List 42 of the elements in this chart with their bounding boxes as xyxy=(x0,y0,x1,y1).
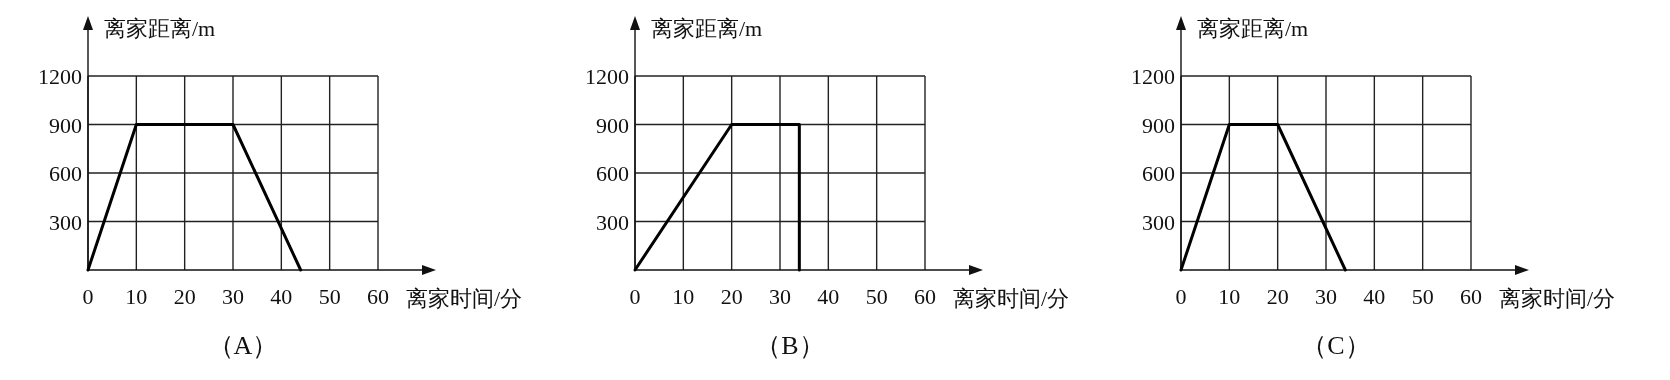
y-axis-title: 离家距离/m xyxy=(1197,16,1309,41)
x-tick-label: 40 xyxy=(270,284,293,309)
y-axis-title: 离家距离/m xyxy=(651,16,763,41)
y-tick-label: 300 xyxy=(596,209,629,235)
x-tick-label: 50 xyxy=(865,284,888,309)
text: （B） xyxy=(755,331,825,360)
x-tick-label: 50 xyxy=(1411,284,1434,309)
x-tick-label: 0 xyxy=(82,284,94,309)
x-tick-label: 30 xyxy=(769,284,791,309)
x-tick-label: 0 xyxy=(629,284,641,309)
x-tick-label: 20 xyxy=(173,284,196,309)
x-tick-label: 10 xyxy=(125,284,148,309)
y-tick-label: 900 xyxy=(49,112,82,138)
y-tick-label: 900 xyxy=(1142,112,1175,138)
y-tick-label: 1200 xyxy=(38,64,82,89)
x-tick-label: 0 xyxy=(1175,284,1187,309)
y-tick-label: 600 xyxy=(49,161,82,186)
x-tick-label: 40 xyxy=(1363,284,1386,309)
x-tick-label: 60 xyxy=(1460,284,1482,309)
text: （C） xyxy=(1301,331,1371,360)
x-tick-label: 50 xyxy=(318,284,341,309)
x-tick-label: 60 xyxy=(914,284,936,309)
y-axis-title: 离家距离/m xyxy=(104,16,216,41)
x-axis-title: 离家时间/分 xyxy=(1499,286,1616,311)
x-tick-label: 20 xyxy=(720,284,743,309)
x-tick-label: 10 xyxy=(1218,284,1241,309)
x-axis-title: 离家时间/分 xyxy=(953,286,1070,311)
x-tick-label: 60 xyxy=(367,284,389,309)
y-tick-label: 600 xyxy=(1142,161,1175,186)
x-tick-label: 20 xyxy=(1266,284,1289,309)
y-tick-label: 300 xyxy=(49,209,82,235)
x-tick-label: 30 xyxy=(222,284,244,309)
x-axis-title: 离家时间/分 xyxy=(406,286,523,311)
y-tick-label: 1200 xyxy=(585,64,629,89)
y-tick-label: 900 xyxy=(596,112,629,138)
x-tick-label: 30 xyxy=(1315,284,1337,309)
text: （A） xyxy=(207,331,279,360)
x-tick-label: 10 xyxy=(672,284,695,309)
y-tick-label: 300 xyxy=(1142,209,1175,235)
y-tick-label: 1200 xyxy=(1131,64,1175,89)
x-tick-label: 40 xyxy=(817,284,840,309)
y-tick-label: 600 xyxy=(596,161,629,186)
